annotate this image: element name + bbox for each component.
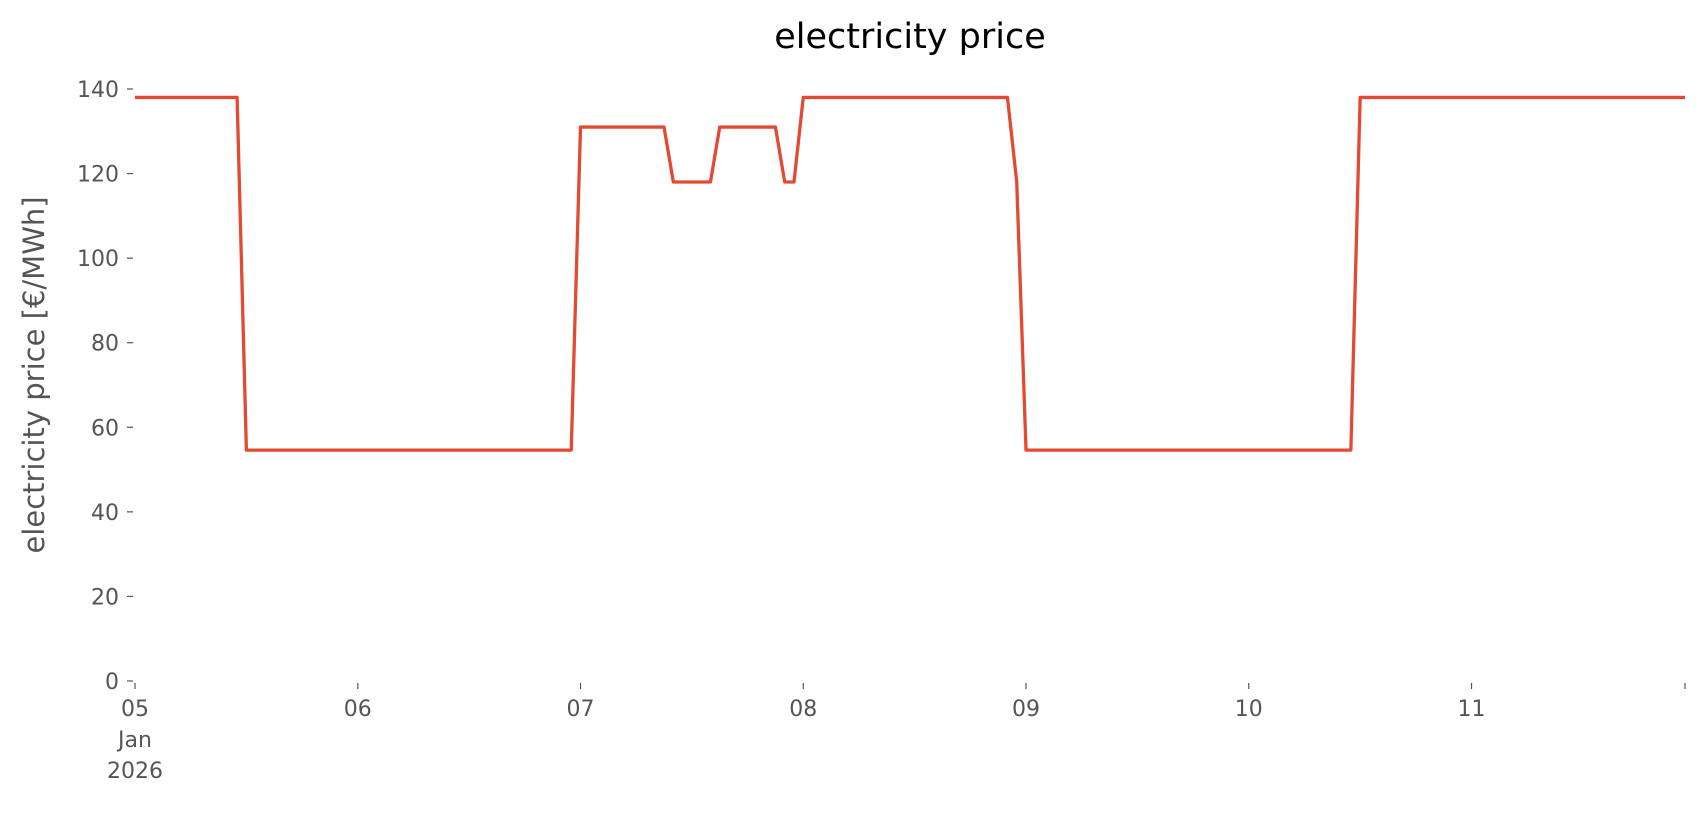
- y-tick-label: 120: [77, 163, 119, 188]
- y-tick-label: 40: [91, 501, 119, 526]
- x-tick-label: 05 Jan 2026: [107, 697, 163, 784]
- y-tick-label: 20: [91, 585, 119, 610]
- y-tick-label: 140: [77, 78, 119, 103]
- chart-title: electricity price: [774, 17, 1046, 57]
- x-tick-label: 11: [1458, 697, 1486, 722]
- x-tick-label: 06: [344, 697, 372, 722]
- x-tick-label: 10: [1235, 697, 1263, 722]
- x-tick-label: 07: [567, 697, 595, 722]
- x-tick-label: 09: [1012, 697, 1040, 722]
- y-tick-label: 0: [105, 670, 119, 695]
- y-axis-label: electricity price [€/MWh]: [17, 196, 51, 553]
- y-tick-label: 100: [77, 247, 119, 272]
- price-line: [135, 95, 1685, 452]
- y-tick-label: 80: [91, 332, 119, 357]
- x-tick-label: 08: [789, 697, 817, 722]
- y-tick-label: 60: [91, 416, 119, 441]
